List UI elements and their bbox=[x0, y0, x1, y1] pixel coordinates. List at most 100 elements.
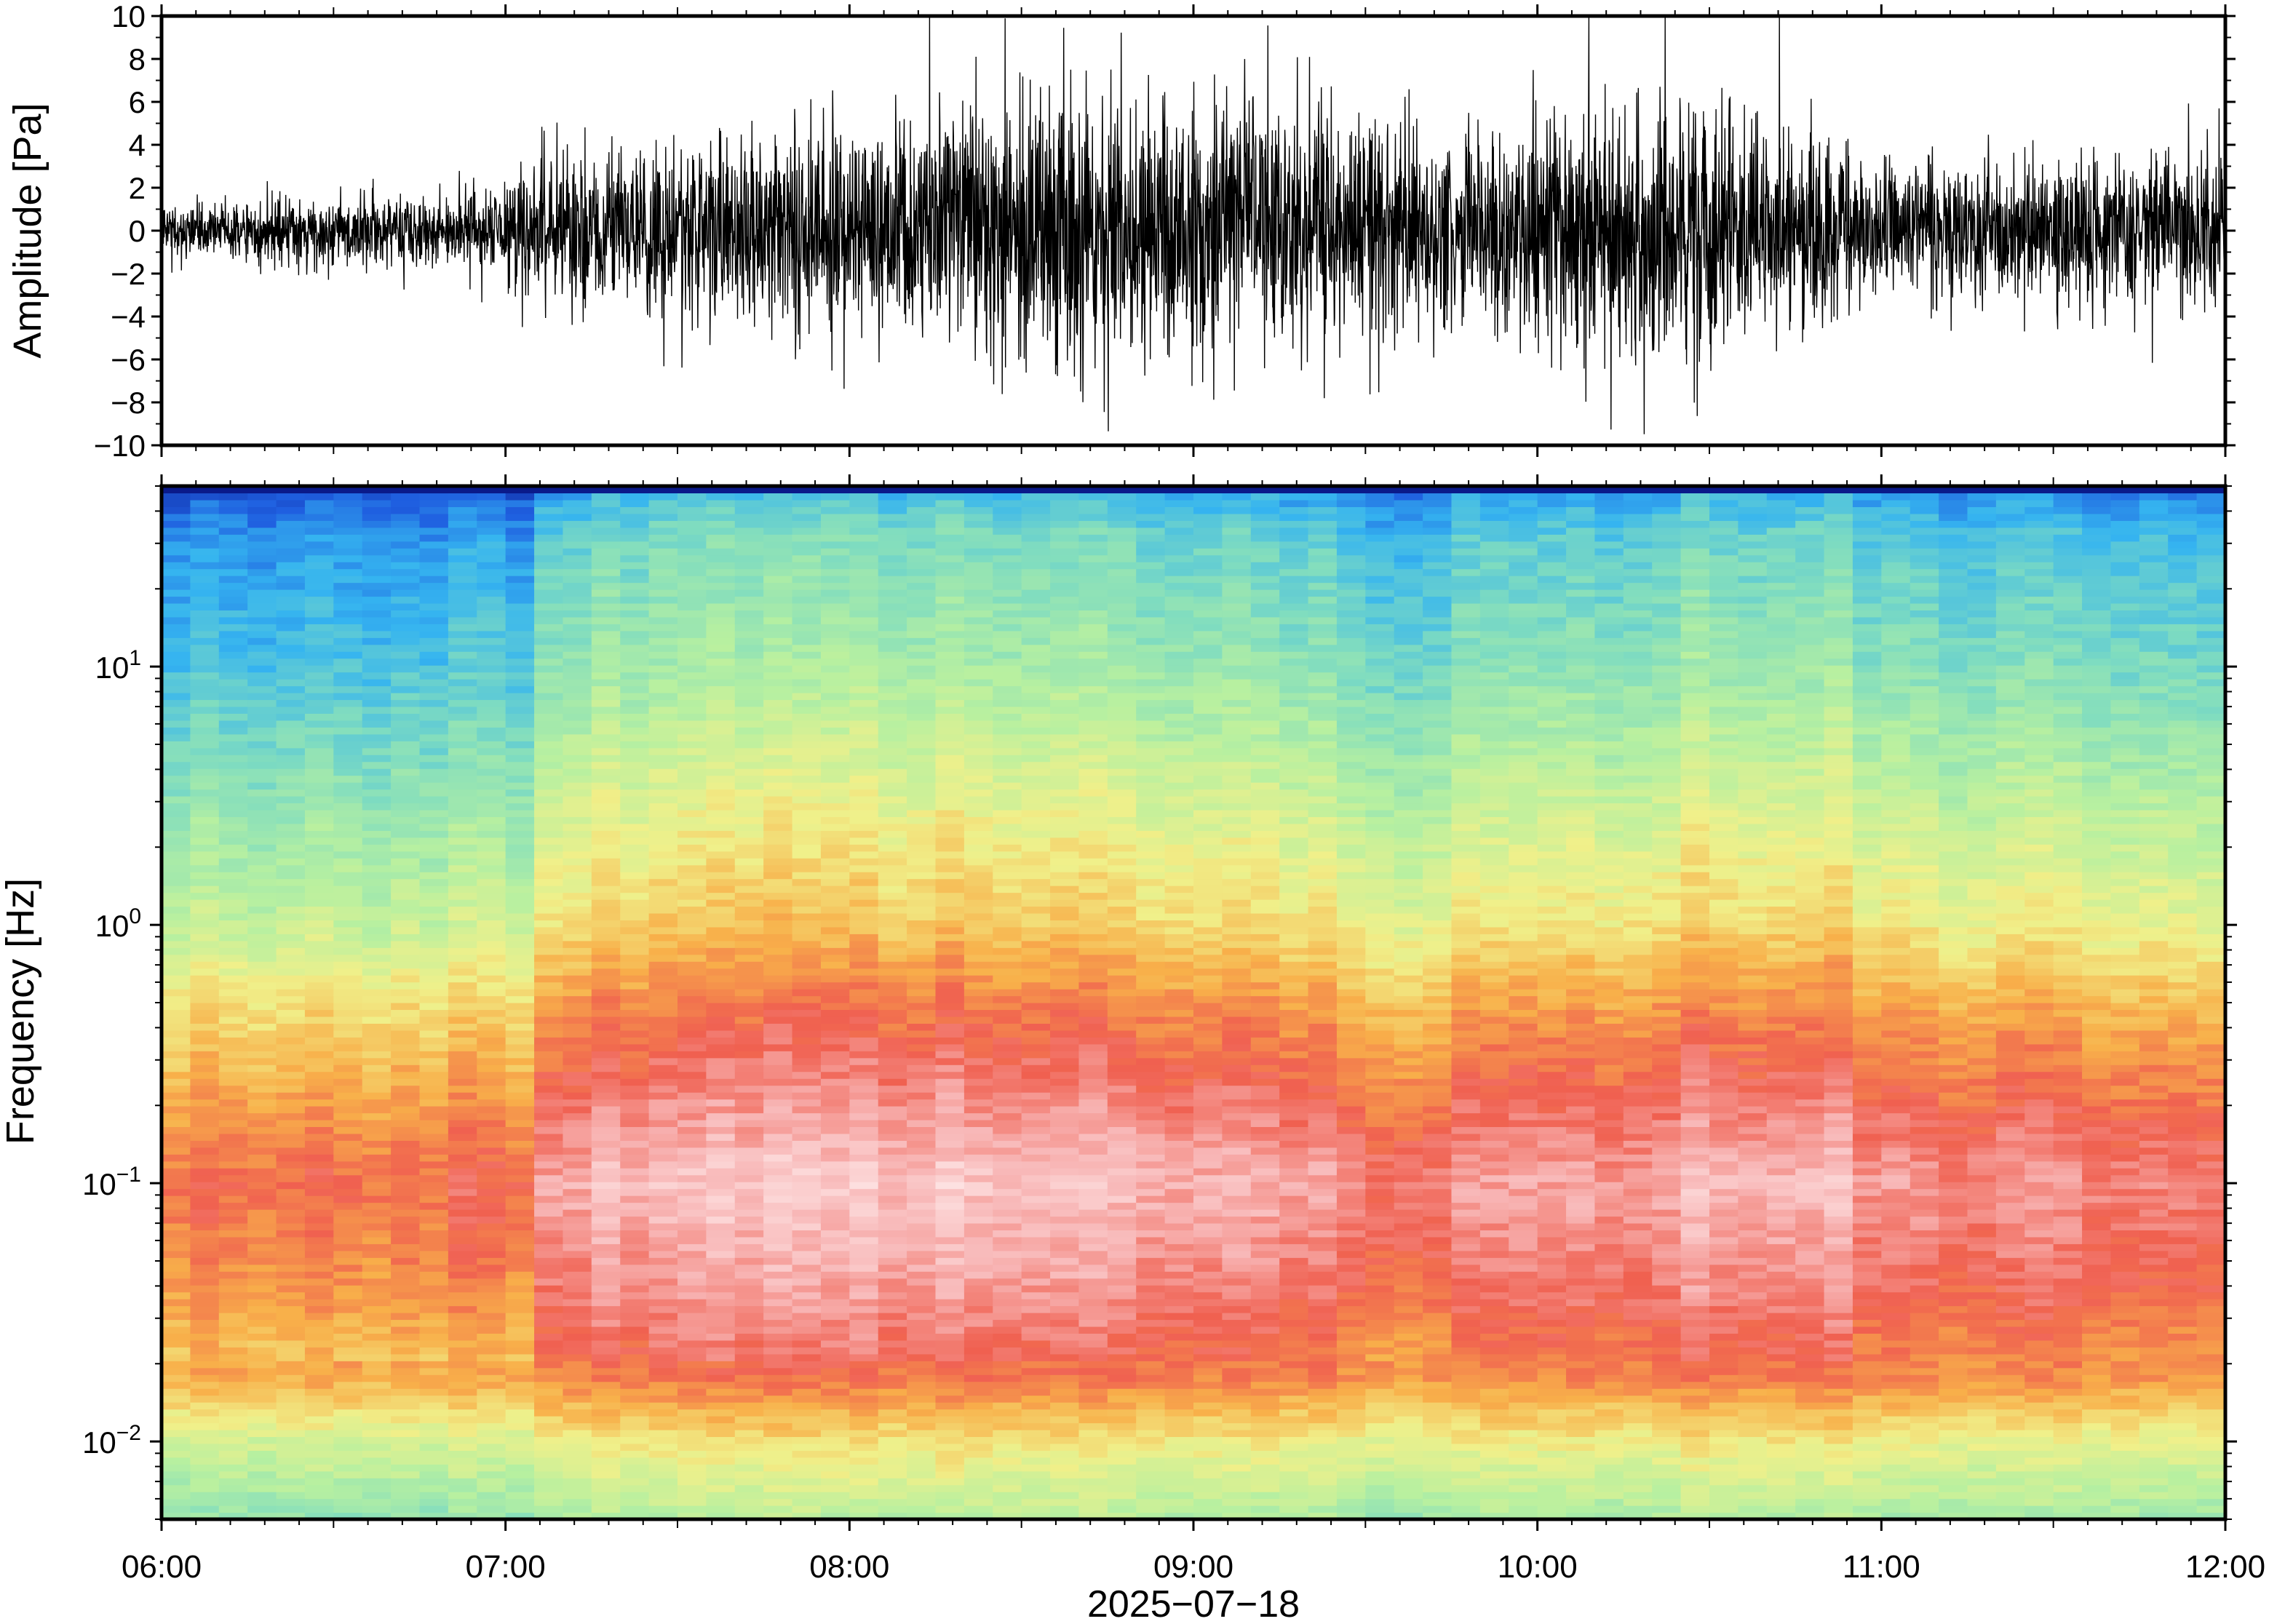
spectrogram-cell bbox=[448, 1478, 477, 1485]
spectrogram-cell bbox=[219, 1499, 248, 1506]
waveform-y-axis-label: Amplitude [Pa] bbox=[6, 103, 49, 358]
spectrogram-cell bbox=[534, 1299, 563, 1306]
spectrogram-cell bbox=[477, 996, 506, 1003]
spectrogram-cell bbox=[849, 1072, 878, 1079]
spectrogram-cell bbox=[333, 879, 362, 886]
spectrogram-cell bbox=[333, 885, 362, 893]
spectrogram-cell bbox=[333, 569, 362, 576]
spectrogram-cell bbox=[190, 1340, 219, 1348]
spectrogram-cell bbox=[792, 631, 822, 638]
spectrogram-cell bbox=[936, 906, 965, 913]
spectrogram-cell bbox=[247, 576, 277, 583]
spectrogram-cell bbox=[219, 741, 248, 748]
spectrogram-cell bbox=[878, 927, 907, 934]
spectrogram-cell bbox=[706, 741, 735, 748]
spectrogram-cell bbox=[506, 1251, 535, 1258]
spectrogram-cell bbox=[190, 1505, 219, 1513]
spectrogram-cell bbox=[964, 776, 993, 783]
spectrogram-cell bbox=[534, 796, 563, 803]
spectrogram-cell bbox=[162, 975, 191, 982]
spectrogram-cell bbox=[563, 989, 592, 996]
spectrogram-cell bbox=[391, 734, 420, 741]
spectrogram-cell bbox=[849, 748, 878, 755]
waveform-y-tick-label: −8 bbox=[111, 386, 146, 420]
spectrogram-cell bbox=[735, 1037, 764, 1044]
spectrogram-cell bbox=[391, 631, 420, 638]
spectrogram-cell bbox=[305, 596, 334, 603]
spectrogram-cell bbox=[534, 617, 563, 624]
spectrogram-cell bbox=[190, 1140, 219, 1147]
spectrogram-cell bbox=[677, 610, 707, 617]
spectrogram-cell bbox=[964, 589, 993, 597]
spectrogram-cell bbox=[162, 796, 191, 803]
spectrogram-cell bbox=[219, 1313, 248, 1320]
spectrogram-cell bbox=[391, 975, 420, 982]
spectrogram-cell bbox=[1022, 1078, 1051, 1086]
spectrogram-cell bbox=[563, 755, 592, 762]
spectrogram-cell bbox=[1050, 1505, 1079, 1513]
spectrogram-cell bbox=[305, 1388, 334, 1396]
spectrogram-cell bbox=[936, 955, 965, 962]
spectrogram-cell bbox=[763, 1203, 792, 1210]
spectrogram-cell bbox=[620, 1092, 649, 1099]
spectrogram-cell bbox=[305, 975, 334, 982]
spectrogram-cell bbox=[936, 658, 965, 666]
spectrogram-cell bbox=[277, 1209, 306, 1217]
spectrogram-cell bbox=[849, 1340, 878, 1348]
spectrogram-cell bbox=[878, 1072, 907, 1079]
spectrogram-cell bbox=[735, 830, 764, 837]
spectrogram-cell bbox=[706, 893, 735, 900]
spectrogram-cell bbox=[1022, 541, 1051, 549]
spectrogram-cell bbox=[190, 1319, 219, 1326]
spectrogram-cell bbox=[649, 1402, 678, 1409]
spectrogram-cell bbox=[763, 727, 792, 734]
spectrogram-cell bbox=[936, 803, 965, 810]
spectrogram-cell bbox=[592, 541, 621, 549]
waveform-y-tick-label: −10 bbox=[94, 429, 146, 463]
spectrogram-cell bbox=[1050, 1230, 1079, 1237]
spectrogram-cell bbox=[506, 1416, 535, 1423]
spectrogram-cell bbox=[190, 1182, 219, 1189]
spectrogram-cell bbox=[649, 768, 678, 776]
spectrogram-cell bbox=[190, 1430, 219, 1437]
spectrogram-cell bbox=[620, 1120, 649, 1127]
spectrogram-cell bbox=[735, 1009, 764, 1016]
spectrogram-cell bbox=[563, 1271, 592, 1278]
spectrogram-cell bbox=[677, 1112, 707, 1120]
spectrogram-cell bbox=[162, 589, 191, 597]
spectrogram-cell bbox=[1050, 727, 1079, 734]
spectrogram-cell bbox=[362, 955, 392, 962]
spectrogram-cell bbox=[849, 1422, 878, 1430]
spectrogram-cell bbox=[448, 1044, 477, 1051]
spectrogram-cell bbox=[677, 941, 707, 948]
spectrogram-cell bbox=[1022, 637, 1051, 645]
spectrogram-cell bbox=[391, 1023, 420, 1030]
spectrogram-cell bbox=[277, 562, 306, 569]
spectrogram-cell bbox=[993, 1078, 1022, 1086]
spectrogram-cell bbox=[936, 1347, 965, 1354]
spectrogram-cell bbox=[907, 1154, 936, 1161]
spectrogram-cell bbox=[821, 1265, 850, 1272]
spectrogram-cell bbox=[993, 913, 1022, 920]
spectrogram-cell bbox=[878, 665, 907, 672]
spectrogram-cell bbox=[592, 528, 621, 535]
spectrogram-cell bbox=[477, 1416, 506, 1423]
spectrogram-cell bbox=[448, 548, 477, 555]
spectrogram-cell bbox=[620, 824, 649, 831]
spectrogram-cell bbox=[277, 1368, 306, 1375]
spectrogram-cell bbox=[936, 941, 965, 948]
spectrogram-cell bbox=[448, 1003, 477, 1010]
spectrogram-cell bbox=[821, 934, 850, 941]
spectrogram-cell bbox=[305, 927, 334, 934]
spectrogram-cell bbox=[1050, 679, 1079, 686]
spectrogram-cell bbox=[936, 893, 965, 900]
spectrogram-cell bbox=[391, 982, 420, 990]
spectrogram-cell bbox=[706, 1257, 735, 1265]
spectrogram-cell bbox=[936, 885, 965, 893]
spectrogram-cell bbox=[563, 500, 592, 507]
spectrogram-cell bbox=[677, 617, 707, 624]
spectrogram-cell bbox=[1022, 699, 1051, 706]
spectrogram-cell bbox=[936, 1189, 965, 1196]
spectrogram-cell bbox=[792, 789, 822, 797]
spectrogram-cell bbox=[506, 1306, 535, 1313]
